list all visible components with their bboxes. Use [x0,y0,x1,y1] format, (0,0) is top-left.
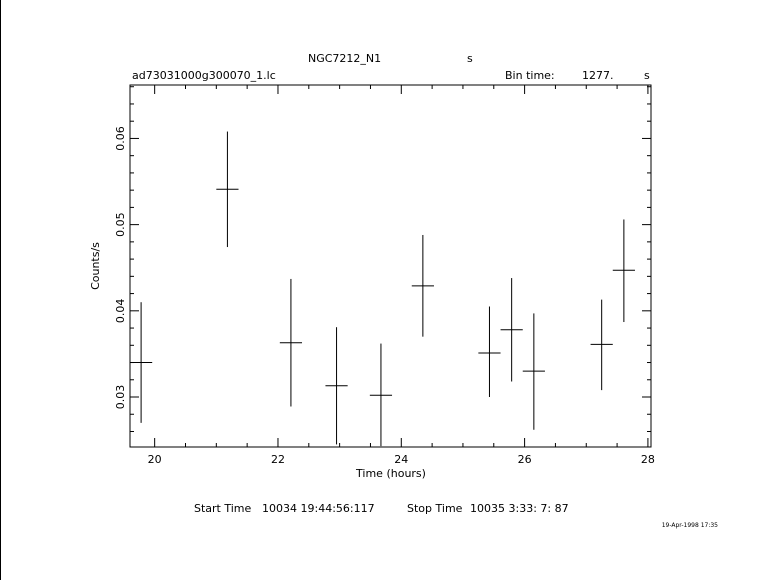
window-edge-line [0,0,1,580]
y-tick-label: 0.06 [114,126,127,151]
file-name: ad73031000g300070_1.lc [132,69,276,82]
data-point [279,278,303,407]
data-point [411,234,434,337]
data-point [325,327,348,445]
bin-time-value: 1277. [582,69,614,82]
data-point [590,299,613,391]
y-axis-title: Counts/s [89,242,102,290]
object-name: NGC7212_N1 [308,52,381,65]
y-tick-labels: 0.03 0.04 0.05 0.06 [114,126,127,409]
stop-time-label: Stop Time [407,502,463,515]
axis-ticks [130,85,651,447]
data-point [612,219,635,323]
data-points [130,131,635,447]
x-tick-label: 28 [641,453,655,466]
start-time-value: 10034 19:44:56:117 [262,502,375,515]
stop-time-value: 10035 3:33: 7: 87 [470,502,569,515]
data-point [478,306,501,398]
y-tick-label: 0.05 [114,212,127,237]
start-time-label: Start Time [194,502,252,515]
data-point [369,343,393,447]
bin-time-label: Bin time: [505,69,555,82]
x-tick-labels: 20 22 24 26 28 [148,453,655,466]
y-tick-label: 0.03 [114,385,127,410]
data-point [130,302,153,423]
x-tick-label: 20 [148,453,162,466]
data-point [522,313,545,430]
x-axis-title: Time (hours) [355,467,426,480]
x-tick-label: 26 [518,453,532,466]
bin-time-unit: s [644,69,650,82]
data-point [216,131,239,248]
data-point [500,278,523,382]
x-tick-label: 24 [394,453,408,466]
plot-timestamp: 19-Apr-1998 17:35 [662,522,718,529]
y-tick-label: 0.04 [114,299,127,324]
object-unit: s [467,52,473,65]
plot-frame [129,84,652,448]
x-tick-label: 22 [271,453,285,466]
